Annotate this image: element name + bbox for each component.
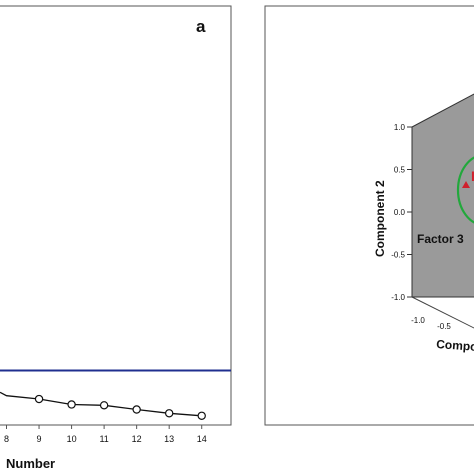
x-tick-label: 10: [67, 434, 77, 444]
red-triangle-marker: [462, 181, 470, 188]
scree-plot-frame: [0, 5, 232, 426]
y-axis-title: Component 2: [373, 180, 387, 257]
data-point: [99, 401, 109, 410]
x-axis-title: Number: [6, 456, 55, 471]
x-tick-label: 13: [164, 434, 174, 444]
x-tick-label: -1.0: [411, 316, 425, 325]
x-axis-title-right: Compor: [436, 337, 474, 354]
y-tick-label: 0.5: [394, 166, 406, 175]
y-tick-label: 1.0: [394, 123, 406, 132]
scree-series-line: [0, 391, 202, 417]
box-floor-edge: [411, 296, 474, 329]
x-tick-label: 9: [37, 434, 42, 444]
data-point: [164, 409, 174, 418]
component-plot-panel: I Factor 3 1.0 0.5 0.0 -0.5 -1.0 -1.0 -0.5 Co…: [264, 5, 474, 426]
y-tick-label: 0.0: [394, 208, 406, 217]
x-tick-label: 12: [132, 434, 142, 444]
data-point: [34, 394, 44, 404]
factor-plane: [411, 93, 474, 298]
y-tick-label: -0.5: [391, 251, 405, 260]
data-point: [197, 411, 206, 420]
y-tick-label: -1.0: [391, 293, 405, 302]
data-point: [132, 405, 141, 414]
x-tick-label: 8: [4, 434, 9, 444]
x-tick-label: 14: [197, 434, 207, 444]
x-tick-label: -0.5: [437, 322, 451, 331]
unit-circle: [456, 156, 474, 224]
x-tick-label: 11: [99, 434, 108, 444]
panel-label-a: a: [196, 17, 206, 36]
scree-plot-panel: a 8 9 10 11 12 13 14 Number: [0, 5, 232, 471]
data-point: [67, 400, 76, 409]
plane-label: Factor 3: [417, 232, 464, 246]
point-label: I: [471, 168, 474, 184]
